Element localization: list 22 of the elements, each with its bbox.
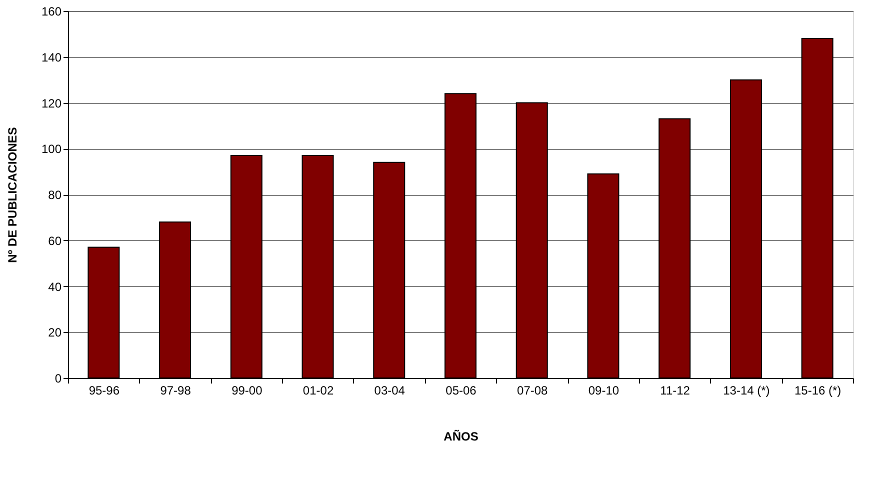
y-tick-label: 20 [48, 326, 62, 340]
y-tick-label: 80 [48, 188, 62, 202]
x-tick-label: 11-12 [660, 384, 690, 398]
x-tick-label: 01-02 [302, 384, 334, 398]
y-tick-label: 160 [41, 4, 62, 18]
y-tick-label: 60 [48, 234, 62, 248]
y-axis-title: Nº DE PUBLICACIONES [5, 127, 20, 263]
x-tick-label: 99-00 [232, 384, 263, 398]
y-tick-label: 140 [41, 50, 62, 64]
x-tick-label: 95-96 [88, 384, 120, 398]
x-tick-label: 15-16 (*) [794, 384, 842, 398]
x-tick-label: 13-14 (*) [723, 384, 770, 398]
x-tick-label: 03-04 [374, 384, 406, 398]
x-tick-label: 07-08 [517, 384, 548, 398]
y-tick-label: 40 [48, 280, 62, 294]
x-tick-label: 09-10 [588, 384, 620, 398]
x-tick-label: 97-98 [160, 384, 192, 398]
x-tick-label: 05-06 [446, 384, 477, 398]
y-tick-label: 100 [41, 142, 62, 156]
y-tick-label: 120 [41, 96, 62, 110]
x-axis-title: AÑOS [444, 430, 478, 444]
y-tick-label: 0 [54, 372, 62, 386]
